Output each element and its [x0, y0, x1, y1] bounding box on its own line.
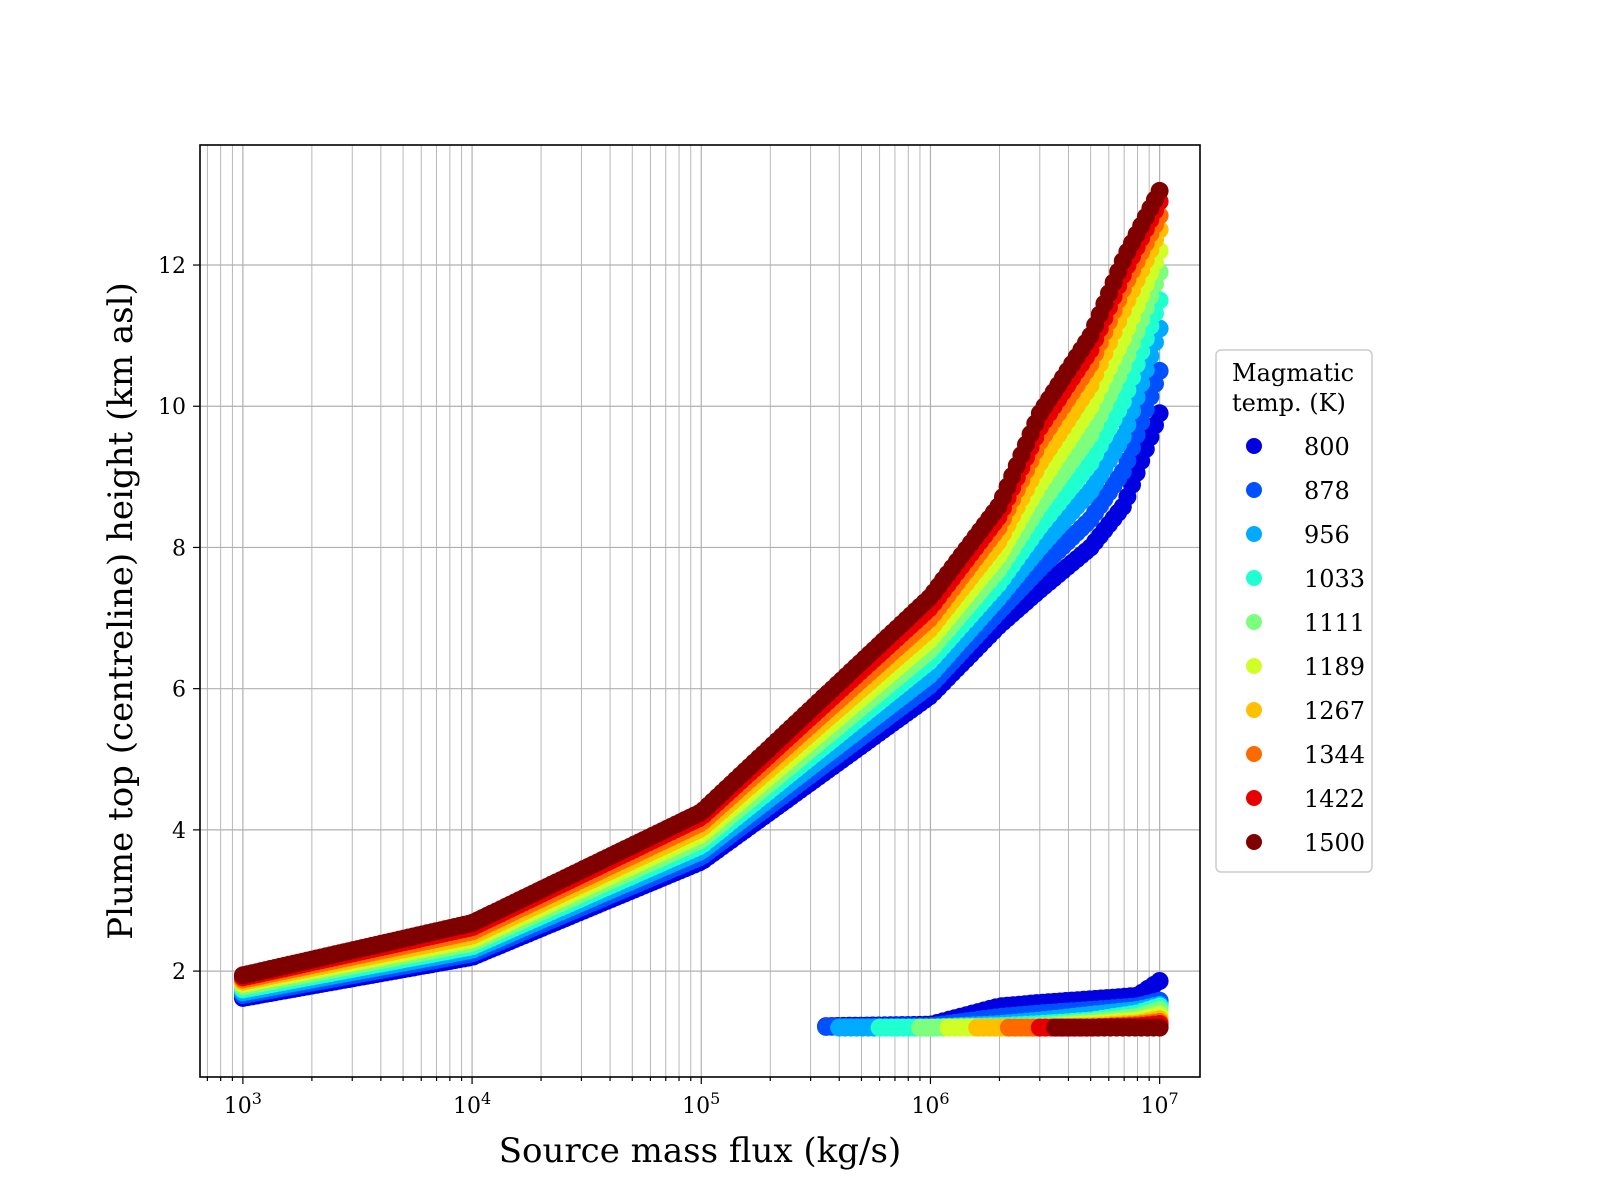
- y-tick-label: 4: [172, 819, 186, 844]
- data-point: [1118, 415, 1137, 434]
- legend-marker: [1246, 834, 1262, 850]
- legend-label: 956: [1304, 521, 1350, 549]
- legend-box: [1215, 349, 1373, 873]
- legend-label: 1189: [1304, 653, 1365, 681]
- legend-entries: 800 878 956 1033 1111 1189 1267 1344 1422 1500: [1246, 433, 1365, 857]
- legend-title-line-1: Magmatic: [1232, 359, 1354, 387]
- legend: Magmatic temp. (K) 800 878 956 1033 1111 1189…: [1215, 349, 1373, 873]
- data-point: [1150, 361, 1169, 380]
- legend-label: 800: [1304, 433, 1350, 461]
- data-point: [1150, 181, 1169, 200]
- y-tick-label: 12: [158, 254, 186, 279]
- data-point: [1150, 1018, 1169, 1037]
- legend-label: 1033: [1304, 565, 1365, 593]
- plot-area-frame: [199, 144, 1201, 1078]
- x-tick-label: 106: [911, 1089, 949, 1119]
- legend-title-line-2: temp. (K): [1232, 389, 1346, 417]
- legend-marker: [1246, 790, 1262, 806]
- y-tick-label: 10: [158, 395, 186, 420]
- y-tick-label: 8: [172, 536, 186, 561]
- legend-label: 1267: [1304, 697, 1365, 725]
- legend-marker: [1246, 438, 1262, 454]
- grid: [200, 145, 1200, 1077]
- x-axis: 103 104 105 106 107: [206, 1077, 1179, 1119]
- y-axis: 2 4 6 8 10 12: [158, 254, 200, 985]
- legend-label: 1422: [1304, 785, 1365, 813]
- legend-marker: [1246, 570, 1262, 586]
- legend-label: 878: [1304, 477, 1350, 505]
- legend-marker: [1246, 702, 1262, 718]
- y-axis-label: Plume top (centreline) height (km asl): [101, 282, 141, 940]
- legend-label: 1344: [1304, 741, 1365, 769]
- legend-marker: [1246, 746, 1262, 762]
- legend-label: 1500: [1304, 829, 1365, 857]
- data-points: [233, 181, 1169, 1037]
- x-tick-label: 107: [1141, 1089, 1179, 1119]
- series-1500: [233, 181, 1169, 1037]
- data-point: [1150, 404, 1169, 423]
- legend-marker: [1246, 482, 1262, 498]
- x-tick-label: 105: [682, 1089, 720, 1119]
- x-tick-label: 104: [453, 1089, 491, 1119]
- legend-marker: [1246, 614, 1262, 630]
- legend-marker: [1246, 526, 1262, 542]
- data-point: [1150, 972, 1169, 990]
- x-axis-label: Source mass flux (kg/s): [499, 1131, 901, 1171]
- y-tick-label: 2: [172, 960, 186, 985]
- legend-marker: [1246, 658, 1262, 674]
- x-tick-label: 103: [224, 1089, 262, 1119]
- y-tick-label: 6: [172, 678, 186, 703]
- legend-label: 1111: [1304, 609, 1365, 637]
